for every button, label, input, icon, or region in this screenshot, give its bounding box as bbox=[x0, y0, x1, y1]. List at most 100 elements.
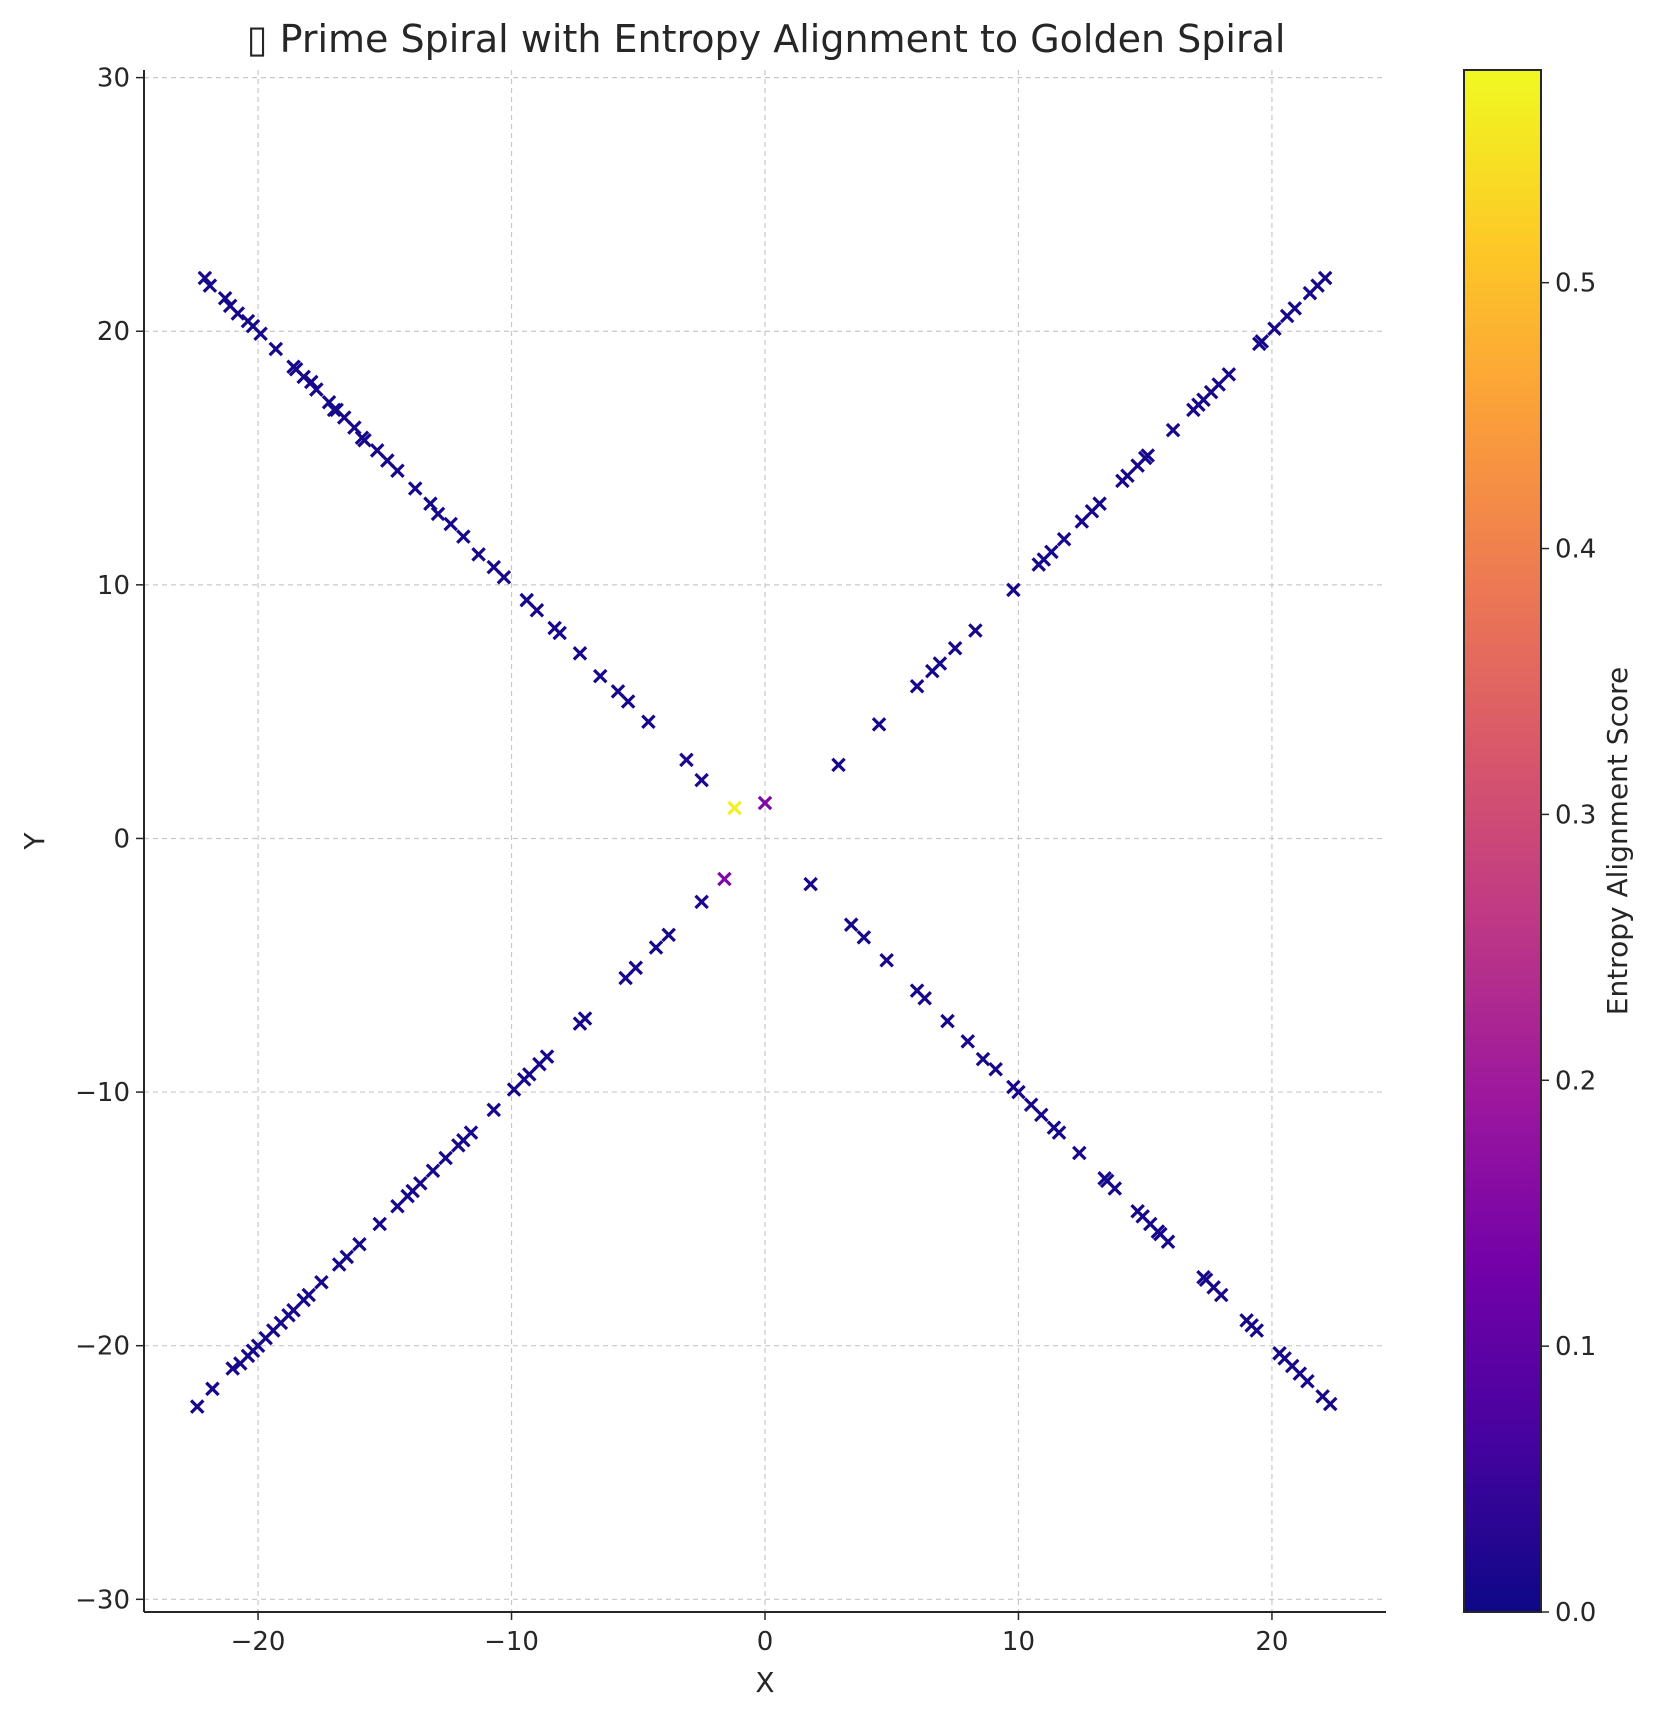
colorbar-gradient bbox=[1463, 69, 1542, 1613]
data-point bbox=[1092, 496, 1107, 511]
data-point bbox=[1011, 1084, 1026, 1100]
y-tick-label: 10 bbox=[97, 571, 130, 601]
data-point bbox=[496, 569, 512, 585]
data-point bbox=[354, 430, 370, 446]
data-point bbox=[443, 516, 458, 532]
data-point bbox=[909, 679, 925, 694]
y-tick-label: −30 bbox=[75, 1585, 130, 1615]
data-point bbox=[717, 871, 732, 887]
data-point bbox=[529, 602, 545, 618]
data-point bbox=[856, 930, 872, 945]
colorbar bbox=[1463, 69, 1542, 1613]
data-point bbox=[197, 270, 213, 286]
data-point bbox=[592, 668, 608, 684]
data-point bbox=[1249, 1323, 1264, 1338]
data-point bbox=[1287, 301, 1303, 316]
data-point bbox=[1044, 544, 1059, 560]
data-point bbox=[451, 1138, 466, 1153]
data-point bbox=[803, 876, 818, 892]
data-point bbox=[628, 960, 643, 976]
grid-lines bbox=[144, 70, 1386, 1612]
data-point bbox=[1034, 1107, 1049, 1123]
colorbar-tick-label: 0.2 bbox=[1555, 1066, 1596, 1096]
data-point bbox=[1006, 582, 1021, 598]
colorbar-label: Entropy Alignment Score bbox=[1601, 667, 1634, 1015]
data-point bbox=[1140, 448, 1156, 463]
data-point bbox=[572, 646, 588, 661]
data-point bbox=[321, 394, 337, 410]
x-tick-label: 0 bbox=[757, 1627, 774, 1657]
data-point bbox=[331, 1257, 347, 1272]
data-point bbox=[506, 1082, 522, 1097]
data-point bbox=[240, 313, 256, 329]
data-point bbox=[610, 684, 626, 699]
chart-title: ▯ Prime Spiral with Entropy Alignment to… bbox=[247, 17, 1286, 61]
data-point bbox=[1221, 367, 1237, 382]
colorbar-tick-label: 0.3 bbox=[1555, 800, 1596, 830]
data-point bbox=[225, 1361, 240, 1376]
data-point bbox=[471, 547, 486, 562]
colorbar-tick-label: 0.0 bbox=[1555, 1598, 1596, 1628]
data-point bbox=[456, 529, 471, 544]
data-point bbox=[369, 443, 385, 458]
data-point bbox=[486, 1102, 502, 1118]
data-point bbox=[400, 1188, 415, 1204]
x-tick-label: −20 bbox=[231, 1627, 286, 1657]
data-point bbox=[843, 917, 859, 932]
data-point bbox=[296, 1292, 311, 1308]
data-point bbox=[202, 278, 218, 293]
data-point bbox=[1107, 1181, 1123, 1196]
data-point bbox=[347, 420, 362, 435]
data-point bbox=[1160, 1234, 1176, 1249]
data-point bbox=[917, 990, 932, 1006]
data-point bbox=[1165, 422, 1181, 438]
data-point bbox=[222, 298, 238, 314]
y-tick-label: 0 bbox=[113, 824, 130, 854]
data-point bbox=[189, 1399, 205, 1414]
data-point bbox=[268, 341, 284, 357]
x-tick-label: 20 bbox=[1255, 1627, 1288, 1657]
data-point bbox=[960, 1034, 976, 1049]
data-point bbox=[205, 1381, 220, 1397]
data-point bbox=[233, 1356, 248, 1371]
data-point bbox=[932, 656, 948, 671]
data-point bbox=[618, 970, 633, 986]
data-point bbox=[1300, 1373, 1315, 1389]
data-point bbox=[1072, 1145, 1087, 1161]
data-point bbox=[372, 1216, 387, 1232]
data-point bbox=[314, 1275, 329, 1290]
data-point bbox=[679, 752, 694, 768]
data-point bbox=[390, 1198, 405, 1214]
data-point bbox=[879, 952, 894, 968]
data-point bbox=[425, 1163, 441, 1178]
x-axis-label: X bbox=[755, 1666, 774, 1699]
data-point bbox=[326, 402, 342, 418]
data-point bbox=[286, 359, 301, 374]
x-tick-label: −10 bbox=[484, 1627, 539, 1657]
data-point bbox=[430, 506, 446, 522]
y-tick-label: −10 bbox=[75, 1078, 130, 1108]
colorbar-tick-label: 0.1 bbox=[1555, 1332, 1596, 1362]
y-tick-label: −20 bbox=[75, 1332, 130, 1362]
data-point bbox=[1074, 514, 1090, 529]
data-point bbox=[694, 894, 709, 910]
data-point bbox=[1056, 531, 1072, 547]
y-tick-label: 30 bbox=[97, 64, 130, 94]
data-point bbox=[975, 1051, 991, 1067]
data-point bbox=[390, 463, 405, 478]
data-point bbox=[423, 496, 438, 511]
data-point bbox=[572, 1016, 588, 1031]
data-point bbox=[407, 481, 423, 496]
x-tick-label: 10 bbox=[1002, 1627, 1035, 1657]
data-point bbox=[352, 1236, 367, 1252]
colorbar-tick-label: 0.5 bbox=[1555, 269, 1596, 299]
data-point bbox=[380, 453, 395, 468]
plot-axes bbox=[143, 70, 1386, 1613]
data-point bbox=[1254, 334, 1270, 349]
data-point bbox=[486, 559, 502, 575]
data-point bbox=[519, 592, 535, 608]
data-point bbox=[871, 717, 887, 732]
data-point bbox=[947, 640, 963, 656]
data-point bbox=[1120, 468, 1135, 484]
